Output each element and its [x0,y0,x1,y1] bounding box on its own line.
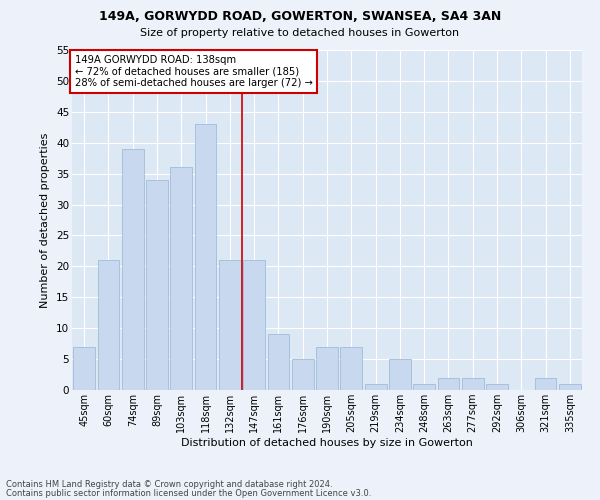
Bar [268,334,289,390]
Bar [462,378,484,390]
Text: Contains HM Land Registry data © Crown copyright and database right 2024.: Contains HM Land Registry data © Crown c… [6,480,332,489]
Text: 149A, GORWYDD ROAD, GOWERTON, SWANSEA, SA4 3AN: 149A, GORWYDD ROAD, GOWERTON, SWANSEA, S… [99,10,501,23]
Y-axis label: Number of detached properties: Number of detached properties [40,132,50,308]
Bar [559,384,581,390]
Text: 149A GORWYDD ROAD: 138sqm
← 72% of detached houses are smaller (185)
28% of semi: 149A GORWYDD ROAD: 138sqm ← 72% of detac… [74,55,313,88]
Bar [73,346,95,390]
Bar [365,384,386,390]
Bar [219,260,241,390]
Bar [194,124,217,390]
Bar [292,359,314,390]
Bar [486,384,508,390]
Bar [535,378,556,390]
Bar [340,346,362,390]
Bar [437,378,460,390]
Bar [170,168,192,390]
Bar [413,384,435,390]
Bar [122,149,143,390]
Bar [316,346,338,390]
Text: Size of property relative to detached houses in Gowerton: Size of property relative to detached ho… [140,28,460,38]
Text: Contains public sector information licensed under the Open Government Licence v3: Contains public sector information licen… [6,488,371,498]
Bar [243,260,265,390]
Bar [97,260,119,390]
Bar [389,359,411,390]
Bar [146,180,168,390]
X-axis label: Distribution of detached houses by size in Gowerton: Distribution of detached houses by size … [181,438,473,448]
